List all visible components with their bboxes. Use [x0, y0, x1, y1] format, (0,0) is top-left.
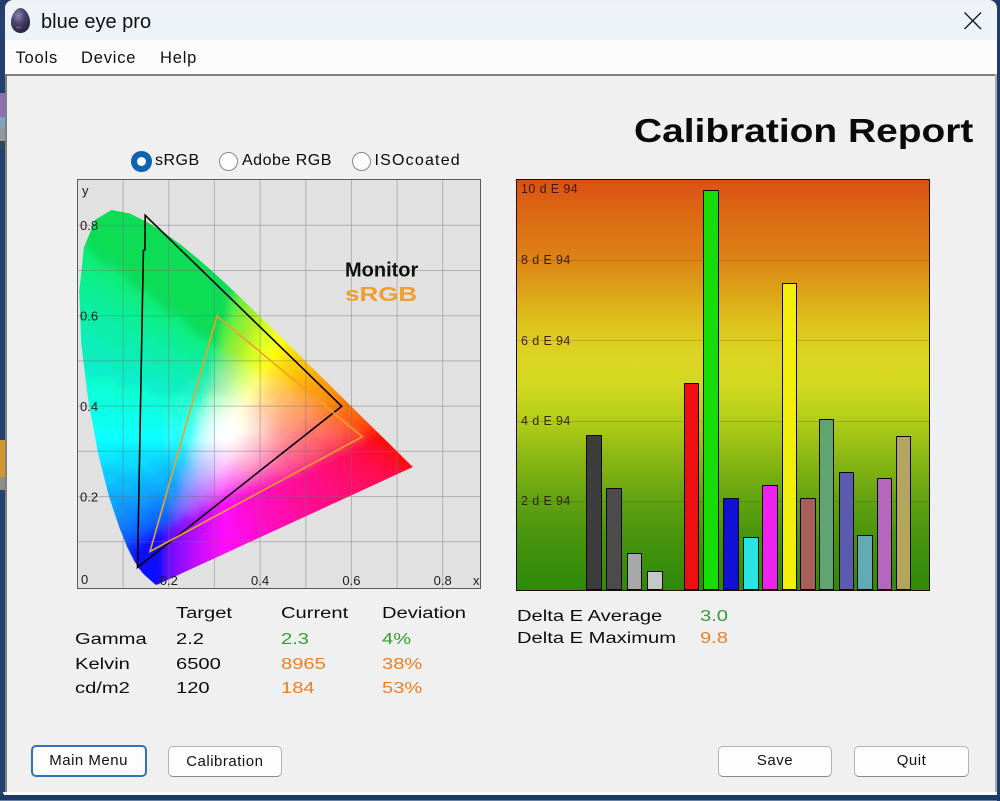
svg-text:0.8: 0.8: [434, 573, 452, 588]
svg-text:0.2: 0.2: [160, 573, 178, 588]
svg-text:0: 0: [81, 572, 88, 587]
svg-text:0.8: 0.8: [80, 218, 98, 233]
svg-text:sRGB: sRGB: [345, 283, 417, 305]
svg-text:0.4: 0.4: [251, 573, 269, 588]
svg-text:0.6: 0.6: [342, 573, 360, 588]
svg-text:Monitor: Monitor: [345, 260, 419, 282]
svg-text:0.4: 0.4: [80, 399, 98, 414]
svg-text:y: y: [82, 183, 89, 198]
svg-text:0.2: 0.2: [80, 490, 98, 505]
svg-text:x: x: [473, 573, 480, 588]
svg-text:0.6: 0.6: [80, 309, 98, 324]
